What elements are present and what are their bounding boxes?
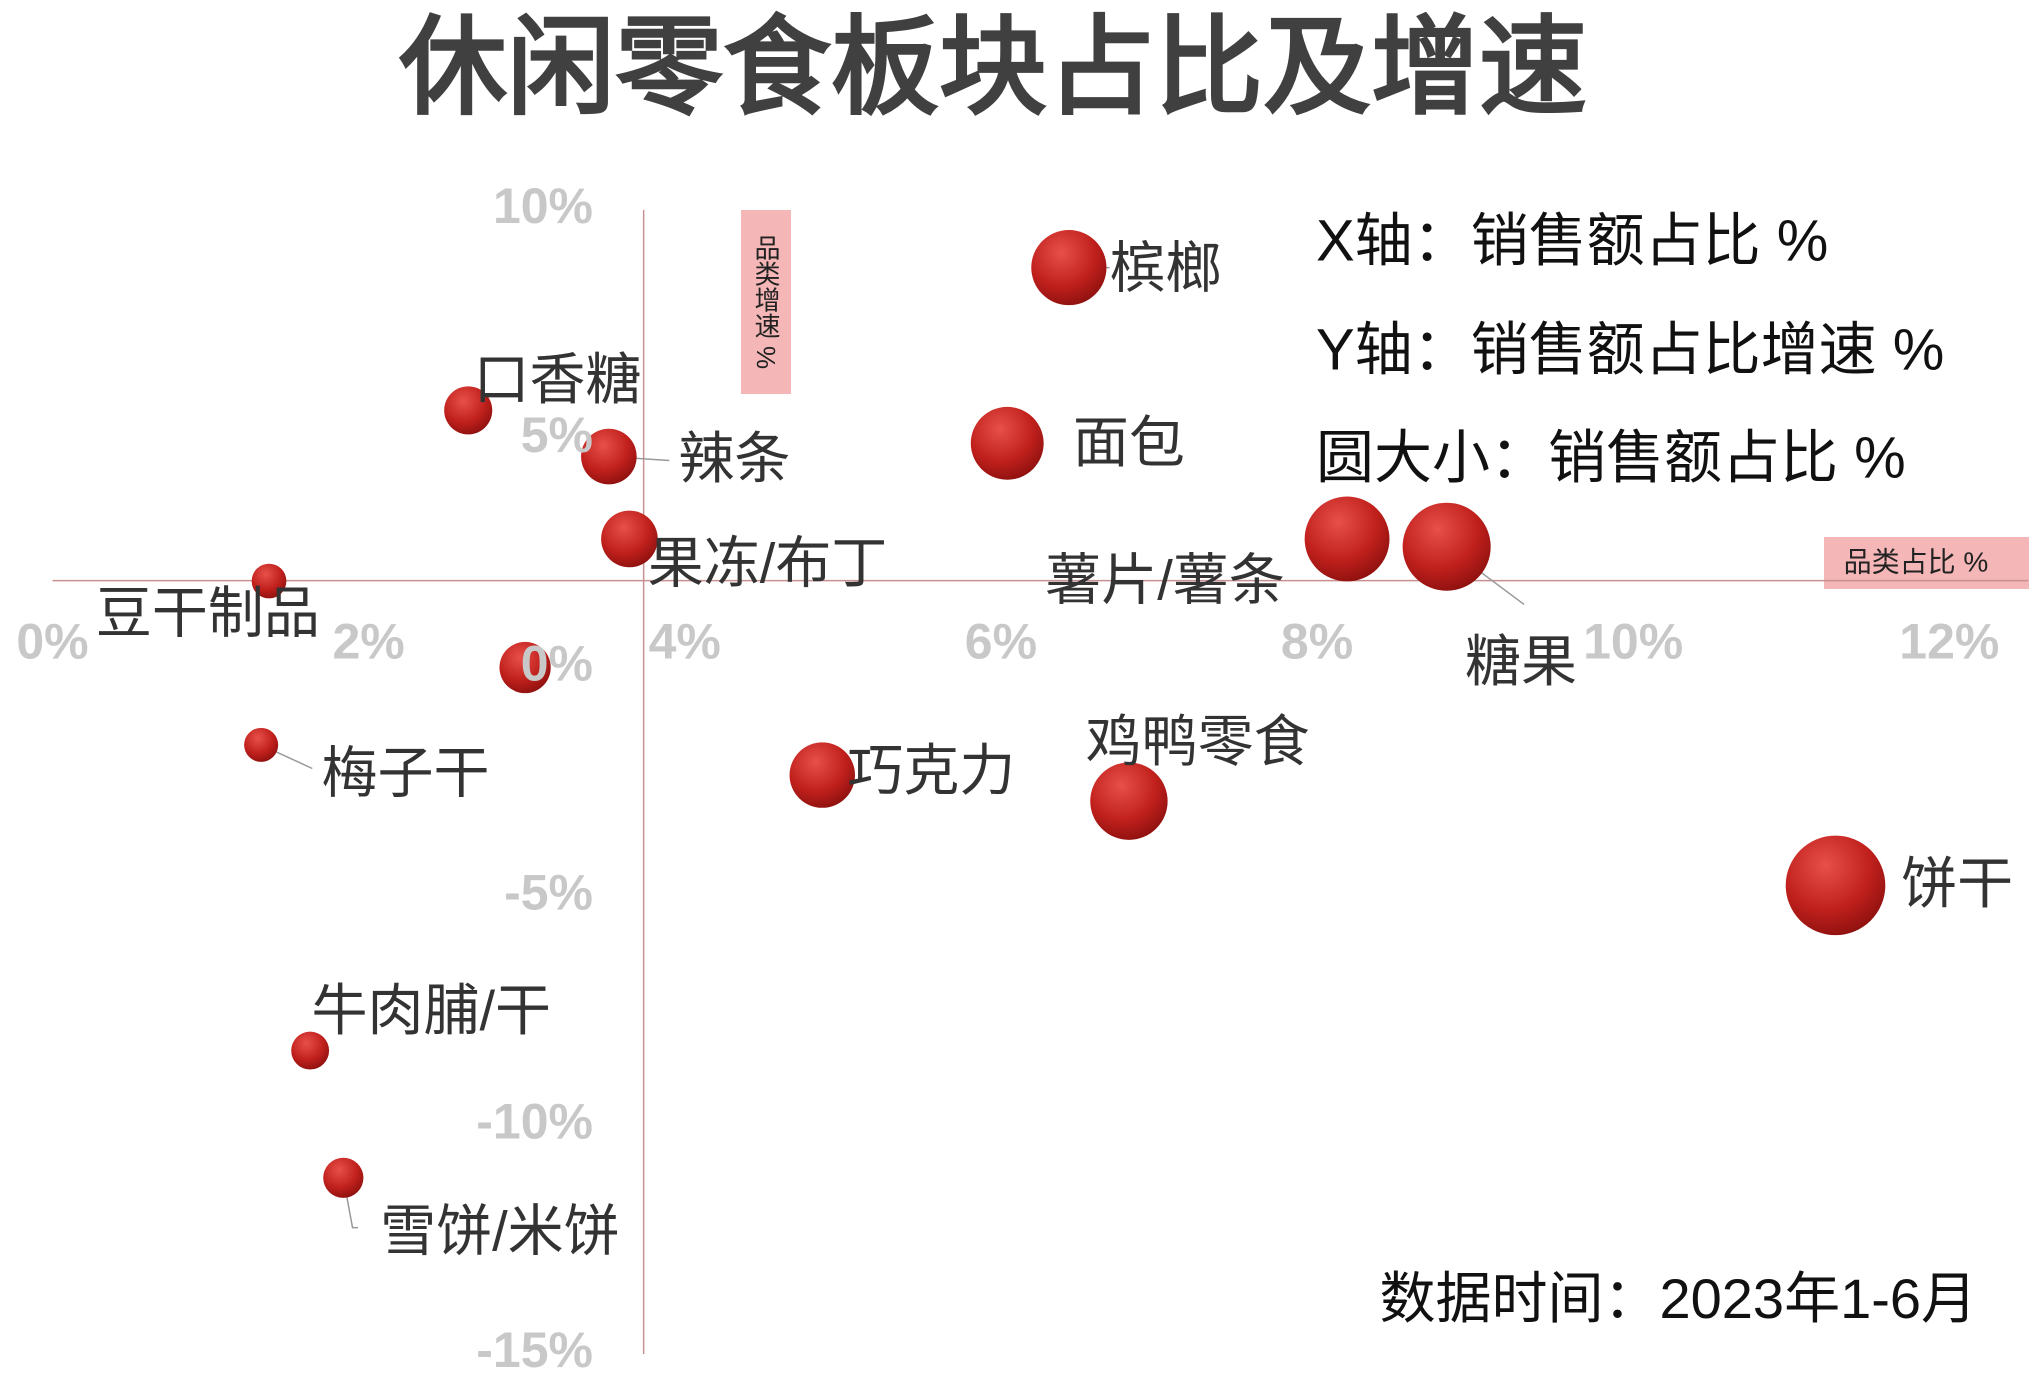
data-label: 鸡鸭零食 xyxy=(1086,710,1310,773)
x-tick-label: 4% xyxy=(649,614,721,670)
x-tick-label: 10% xyxy=(1583,614,1683,670)
chart-title: 休闲零食板块占比及增速 xyxy=(398,7,1587,128)
bubble xyxy=(601,510,658,568)
data-label: 辣条 xyxy=(678,427,790,490)
data-label: 薯片/薯条 xyxy=(1045,549,1285,612)
bubble xyxy=(444,386,493,435)
y-tick-label: 0% xyxy=(521,636,593,692)
x-tick-label: 0% xyxy=(16,614,88,670)
bubble xyxy=(581,428,637,485)
bubble xyxy=(251,563,287,599)
legend-text: 圆大小：销售额占比 % xyxy=(1316,425,1906,490)
data-label: 雪饼/米饼 xyxy=(380,1199,620,1262)
bubble xyxy=(323,1157,364,1198)
y-tick-label: -10% xyxy=(476,1093,593,1149)
legend-text: X轴：销售额占比 % xyxy=(1316,208,1828,273)
x-axis-title: 品类占比 % xyxy=(1844,546,1989,577)
bubble xyxy=(1031,229,1107,306)
data-label: 糖果 xyxy=(1465,630,1577,693)
data-label: 梅子干 xyxy=(321,741,489,804)
data-label: 面包 xyxy=(1073,411,1185,474)
bubble xyxy=(1402,502,1491,591)
data-label: 饼干 xyxy=(1901,852,2013,915)
bubble xyxy=(1090,762,1168,840)
bubble xyxy=(291,1031,330,1070)
data-label: 牛肉脯/干 xyxy=(311,979,551,1042)
bubble xyxy=(1785,835,1886,936)
bubble xyxy=(970,406,1044,480)
data-label: 口香糖 xyxy=(473,348,641,411)
x-tick-label: 2% xyxy=(332,614,404,670)
y-axis-title: 品类增速 % xyxy=(751,235,781,369)
bubble xyxy=(499,641,551,694)
y-axis-title-box xyxy=(741,210,791,394)
x-tick-label: 6% xyxy=(965,614,1037,670)
bubble xyxy=(789,742,855,808)
y-tick-label: 10% xyxy=(493,178,593,234)
legend-text: Y轴：销售额占比增速 % xyxy=(1316,317,1944,382)
y-tick-label: 5% xyxy=(521,407,593,463)
data-label: 果冻/布丁 xyxy=(648,532,888,595)
bubble xyxy=(244,727,279,762)
data-label: 巧克力 xyxy=(847,739,1015,802)
y-tick-label: -5% xyxy=(504,865,593,921)
x-tick-label: 12% xyxy=(1899,614,1999,670)
y-tick-label: -15% xyxy=(476,1322,593,1376)
data-label: 槟榔 xyxy=(1110,237,1222,300)
note: 数据时间：2023年1-6月 xyxy=(1379,1267,1977,1330)
bubble xyxy=(1304,496,1390,582)
x-tick-label: 8% xyxy=(1281,614,1353,670)
data-label: 豆干制品 xyxy=(96,582,320,645)
